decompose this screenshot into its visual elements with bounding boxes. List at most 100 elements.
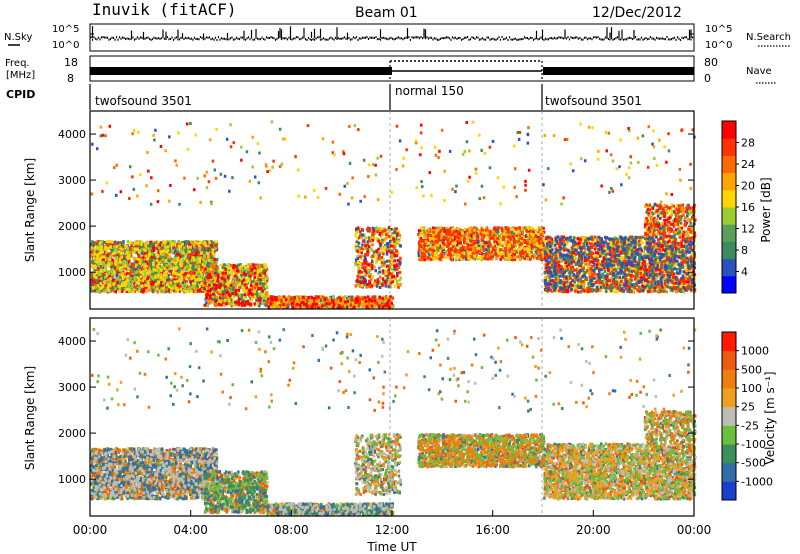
cpid-segment-1: twofsound 3501 [95,94,192,108]
velocity-colorbar-swatch-7 [722,350,736,370]
velocity-echo-afternoon-4 [418,433,546,469]
velocity-colorbar-swatch-0 [722,481,736,501]
power-echo-morning-4 [203,263,269,308]
power-colorbar-swatch-4 [722,207,736,225]
velocity-echo-late-1 [644,410,697,446]
power-echo-low-7 [266,295,393,310]
velocity-colorbar: -1000 -500 -100 -25 25 100 500 1000 [721,331,773,501]
velocity-colorbar-tick-label-5: 100 [741,382,762,395]
velocity-colorbar-tick-label-4: 25 [741,401,755,414]
power-echo-sparse-1 [196,120,656,206]
freq-label: Freq. [5,58,30,69]
cpid-segment-2: normal 150 [395,84,464,98]
xtick-label-2: 08:00 [274,523,309,537]
power-colorbar-swatch-2 [722,241,736,260]
freq-block-2 [543,67,694,75]
power-echo-midday-4 [355,226,402,289]
power-colorbar-swatch-3 [722,224,736,242]
beam-title: Beam 01 [355,5,418,21]
xtick-label-0: 00:00 [73,523,108,537]
velocity-echo-afternoon-6 [418,433,545,469]
power-colorbar-swatch-0 [722,275,736,294]
power-colorbar-tick-label-0: 4 [741,266,748,279]
velocity-echo-morning-6 [203,470,267,514]
velocity-echo-evening-6 [543,442,697,501]
power-colorbar-tick-label-6: 28 [741,137,755,150]
power-echo-late-7 [644,203,696,238]
power-echo-sparse-0 [99,122,671,206]
power-colorbar-tick-label-4: 20 [741,180,755,193]
xtick-label-6: 00:00 [677,523,712,537]
velocity-echo-midday-0 [354,433,400,496]
velocity-echo-evening-5 [543,442,696,501]
ytick-label-1: 2000 [58,427,86,440]
power-y-axis: 1000 2000 3000 4000 [58,128,694,279]
velocity-colorbar-swatch-6 [722,369,736,389]
power-colorbar-swatch-1 [722,258,736,277]
velocity-colorbar-swatch-5 [722,388,736,408]
velocity-colorbar-swatch-8 [722,332,736,352]
velocity-colorbar-swatch-4 [722,406,736,426]
nsky-tick-high: 10^5 [52,24,79,35]
power-colorbar-tick-label-3: 16 [741,201,755,214]
xtick-label-4: 16:00 [475,523,510,537]
nsearch-tick-low: 10^0 [705,40,732,51]
nave-tick-low: 0 [704,72,711,85]
power-echo-sparse-6 [99,125,693,206]
velocity-y-axis: 1000 2000 3000 4000 [58,335,694,486]
power-echo-midday-7 [355,226,400,288]
time-axis-label: Time UT [366,540,417,554]
xtick-label-3: 12:00 [375,523,410,537]
nsearch-label: N.Search [746,32,791,43]
velocity-colorbar-tick-label-1: -500 [741,457,766,470]
velocity-echo-sparse-6 [96,328,657,410]
power-echo-sparse-2 [90,125,683,206]
velocity-echo-late-4 [644,411,697,445]
ytick-label-1: 2000 [58,220,86,233]
velocity-echo-afternoon-2 [417,433,546,469]
freq-trace [90,67,694,75]
velocity-echo-morning-4 [203,470,269,514]
power-echo-sparse-5 [91,128,696,206]
nsky-tick-low: 10^0 [52,40,79,51]
nsky-trace [90,26,694,41]
ytick-label-3: 4000 [58,335,86,348]
power-echo-morning-3 [203,263,269,308]
cpid-strip: CPID twofsound 3501 normal 150 twofsound… [6,84,642,110]
velocity-echo-morning-0 [203,470,269,515]
velocity-colorbar-tick-label-6: 500 [741,363,762,376]
velocity-colorbar-swatch-3 [722,425,736,445]
power-colorbar-swatch-9 [722,121,736,139]
power-scatter-data [90,120,697,310]
nsky-label: N.Sky [4,32,32,43]
xtick-label-5: 20:00 [576,523,611,537]
xtick-label-1: 04:00 [173,523,208,537]
velocity-echo-sparse-3 [106,327,691,413]
power-echo-afternoon-7 [417,226,546,262]
velocity-echo-sparse-2 [108,327,697,411]
velocity-echo-midday-5 [356,433,402,495]
freq-unit: [MHz] [6,70,35,81]
time-axis: 00:00 04:00 08:00 12:00 16:00 20:00 00:00 [73,510,712,537]
power-colorbar-label: Power [dB] [759,177,773,242]
power-colorbar-tick-label-2: 12 [741,223,755,236]
freq-tick-low: 8 [67,72,74,85]
velocity-colorbar-tick-label-2: -100 [741,438,766,451]
power-colorbar-tick-label-1: 8 [741,244,748,257]
power-echo-evening-6 [543,235,696,294]
velocity-colorbar-tick-label-7: 1000 [741,345,769,358]
velocity-colorbar-swatch-2 [722,444,736,464]
velocity-echo-sparse-5 [92,327,651,409]
power-echo-afternoon-4 [418,226,544,262]
ytick-label-0: 1000 [58,473,86,486]
ytick-label-2: 3000 [58,174,86,187]
power-echo-late-6 [644,203,696,237]
power-echo-low-4 [272,295,395,310]
velocity-echo-low-6 [268,502,393,517]
nsky-line [90,26,694,41]
power-colorbar: 4 8 12 16 20 24 28 [721,120,755,294]
nave-label: Nave [746,66,772,77]
velocity-colorbar-swatch-1 [722,462,736,482]
